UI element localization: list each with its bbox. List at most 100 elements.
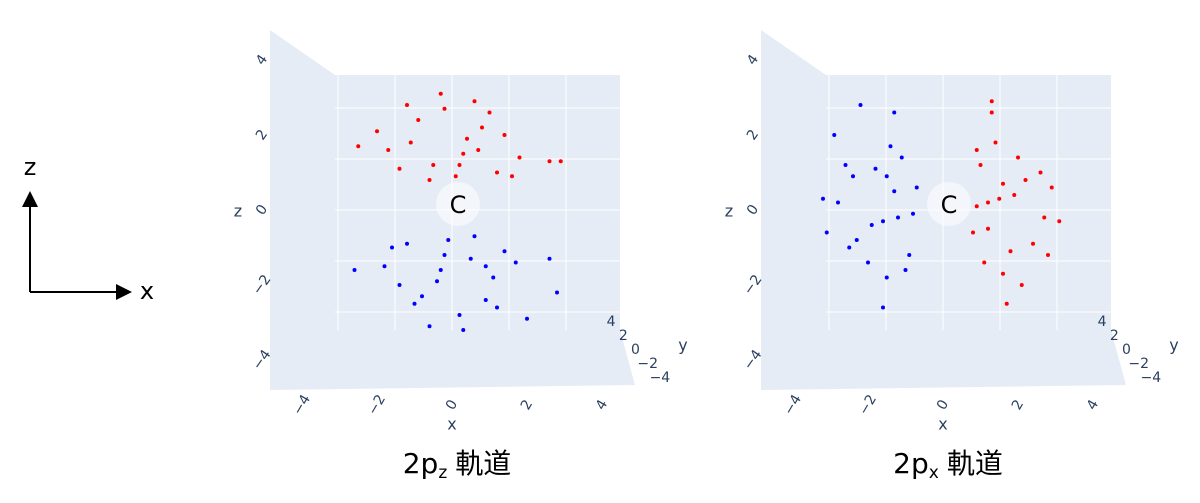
z-tick-label: 0 <box>253 202 271 218</box>
point <box>435 279 439 284</box>
point <box>1001 271 1005 276</box>
point <box>472 99 477 104</box>
point <box>495 170 499 175</box>
point <box>989 110 994 115</box>
point <box>465 136 469 141</box>
title-part: 2p <box>893 447 929 480</box>
point <box>892 110 897 115</box>
point <box>408 140 413 145</box>
point <box>446 238 451 242</box>
point <box>487 110 492 115</box>
x-axis-title: x <box>447 415 456 434</box>
point <box>461 151 466 156</box>
z-axis-title: z <box>725 202 733 221</box>
point <box>978 163 983 167</box>
point <box>971 230 975 235</box>
point <box>1049 185 1054 190</box>
point <box>513 260 518 265</box>
point <box>438 268 443 272</box>
point <box>1057 219 1062 224</box>
point <box>427 324 432 329</box>
point <box>442 253 447 257</box>
point <box>1046 253 1050 257</box>
point <box>1004 301 1009 306</box>
floor <box>761 330 1126 390</box>
point <box>903 268 908 272</box>
title-part: 軌道 <box>947 447 1003 480</box>
y-tick-label: −2 <box>637 356 658 372</box>
point <box>375 129 379 134</box>
point <box>824 230 829 235</box>
z-label: z <box>24 153 37 181</box>
y-axis-title: y <box>1169 336 1178 355</box>
point <box>502 249 507 254</box>
point <box>547 159 552 164</box>
point <box>457 313 462 317</box>
title-part: 軌道 <box>455 447 511 480</box>
point <box>858 103 863 107</box>
point <box>453 174 458 179</box>
point <box>397 166 402 171</box>
y-tick-label: −4 <box>1141 370 1162 386</box>
point <box>989 99 994 104</box>
point <box>476 148 481 152</box>
point <box>382 264 387 269</box>
z-tick-label: 4 <box>744 52 762 69</box>
y-axis-title: y <box>678 336 687 355</box>
point <box>352 268 357 272</box>
z-axis-title: z <box>234 202 242 221</box>
point <box>468 256 473 261</box>
point <box>974 204 979 209</box>
point <box>832 133 837 137</box>
y-tick-label: 0 <box>631 342 640 358</box>
point <box>911 211 915 216</box>
point <box>873 166 878 171</box>
point <box>431 163 436 167</box>
y-tick-label: 0 <box>1122 342 1131 358</box>
z-tick-label: 4 <box>253 52 271 69</box>
atom-label: C <box>450 191 467 219</box>
x-tick-label: −2 <box>856 392 880 418</box>
point <box>472 234 477 239</box>
point <box>843 163 848 167</box>
x-tick-label: 4 <box>593 397 611 413</box>
x-tick-label: −4 <box>290 392 314 418</box>
point <box>356 144 361 149</box>
point <box>836 200 840 205</box>
point <box>884 275 889 280</box>
z-tick-label: 0 <box>744 202 762 218</box>
point <box>386 148 391 152</box>
axes-legend: z x <box>22 153 154 305</box>
point <box>483 264 488 269</box>
y-tick-label: 2 <box>1110 328 1119 344</box>
point <box>892 189 897 194</box>
point <box>1016 155 1020 160</box>
point <box>420 294 424 299</box>
point <box>405 103 409 107</box>
point <box>884 174 889 179</box>
point <box>847 245 852 250</box>
point <box>888 144 893 149</box>
point <box>491 275 496 280</box>
x-label: x <box>140 277 154 305</box>
point <box>899 155 904 160</box>
point <box>866 260 870 265</box>
point <box>1023 178 1028 182</box>
x-tick-label: 0 <box>443 397 461 413</box>
point <box>495 305 499 310</box>
point <box>986 200 990 205</box>
point <box>525 316 529 321</box>
point <box>1019 283 1024 287</box>
point <box>1038 170 1043 175</box>
x-axis-title: x <box>938 415 947 434</box>
point <box>438 91 443 96</box>
point <box>821 196 825 201</box>
point <box>974 148 979 152</box>
atom <box>927 182 971 226</box>
point <box>412 301 417 306</box>
point <box>1031 241 1035 246</box>
title-part: x <box>929 463 939 483</box>
x-tick-label: −2 <box>365 392 389 418</box>
